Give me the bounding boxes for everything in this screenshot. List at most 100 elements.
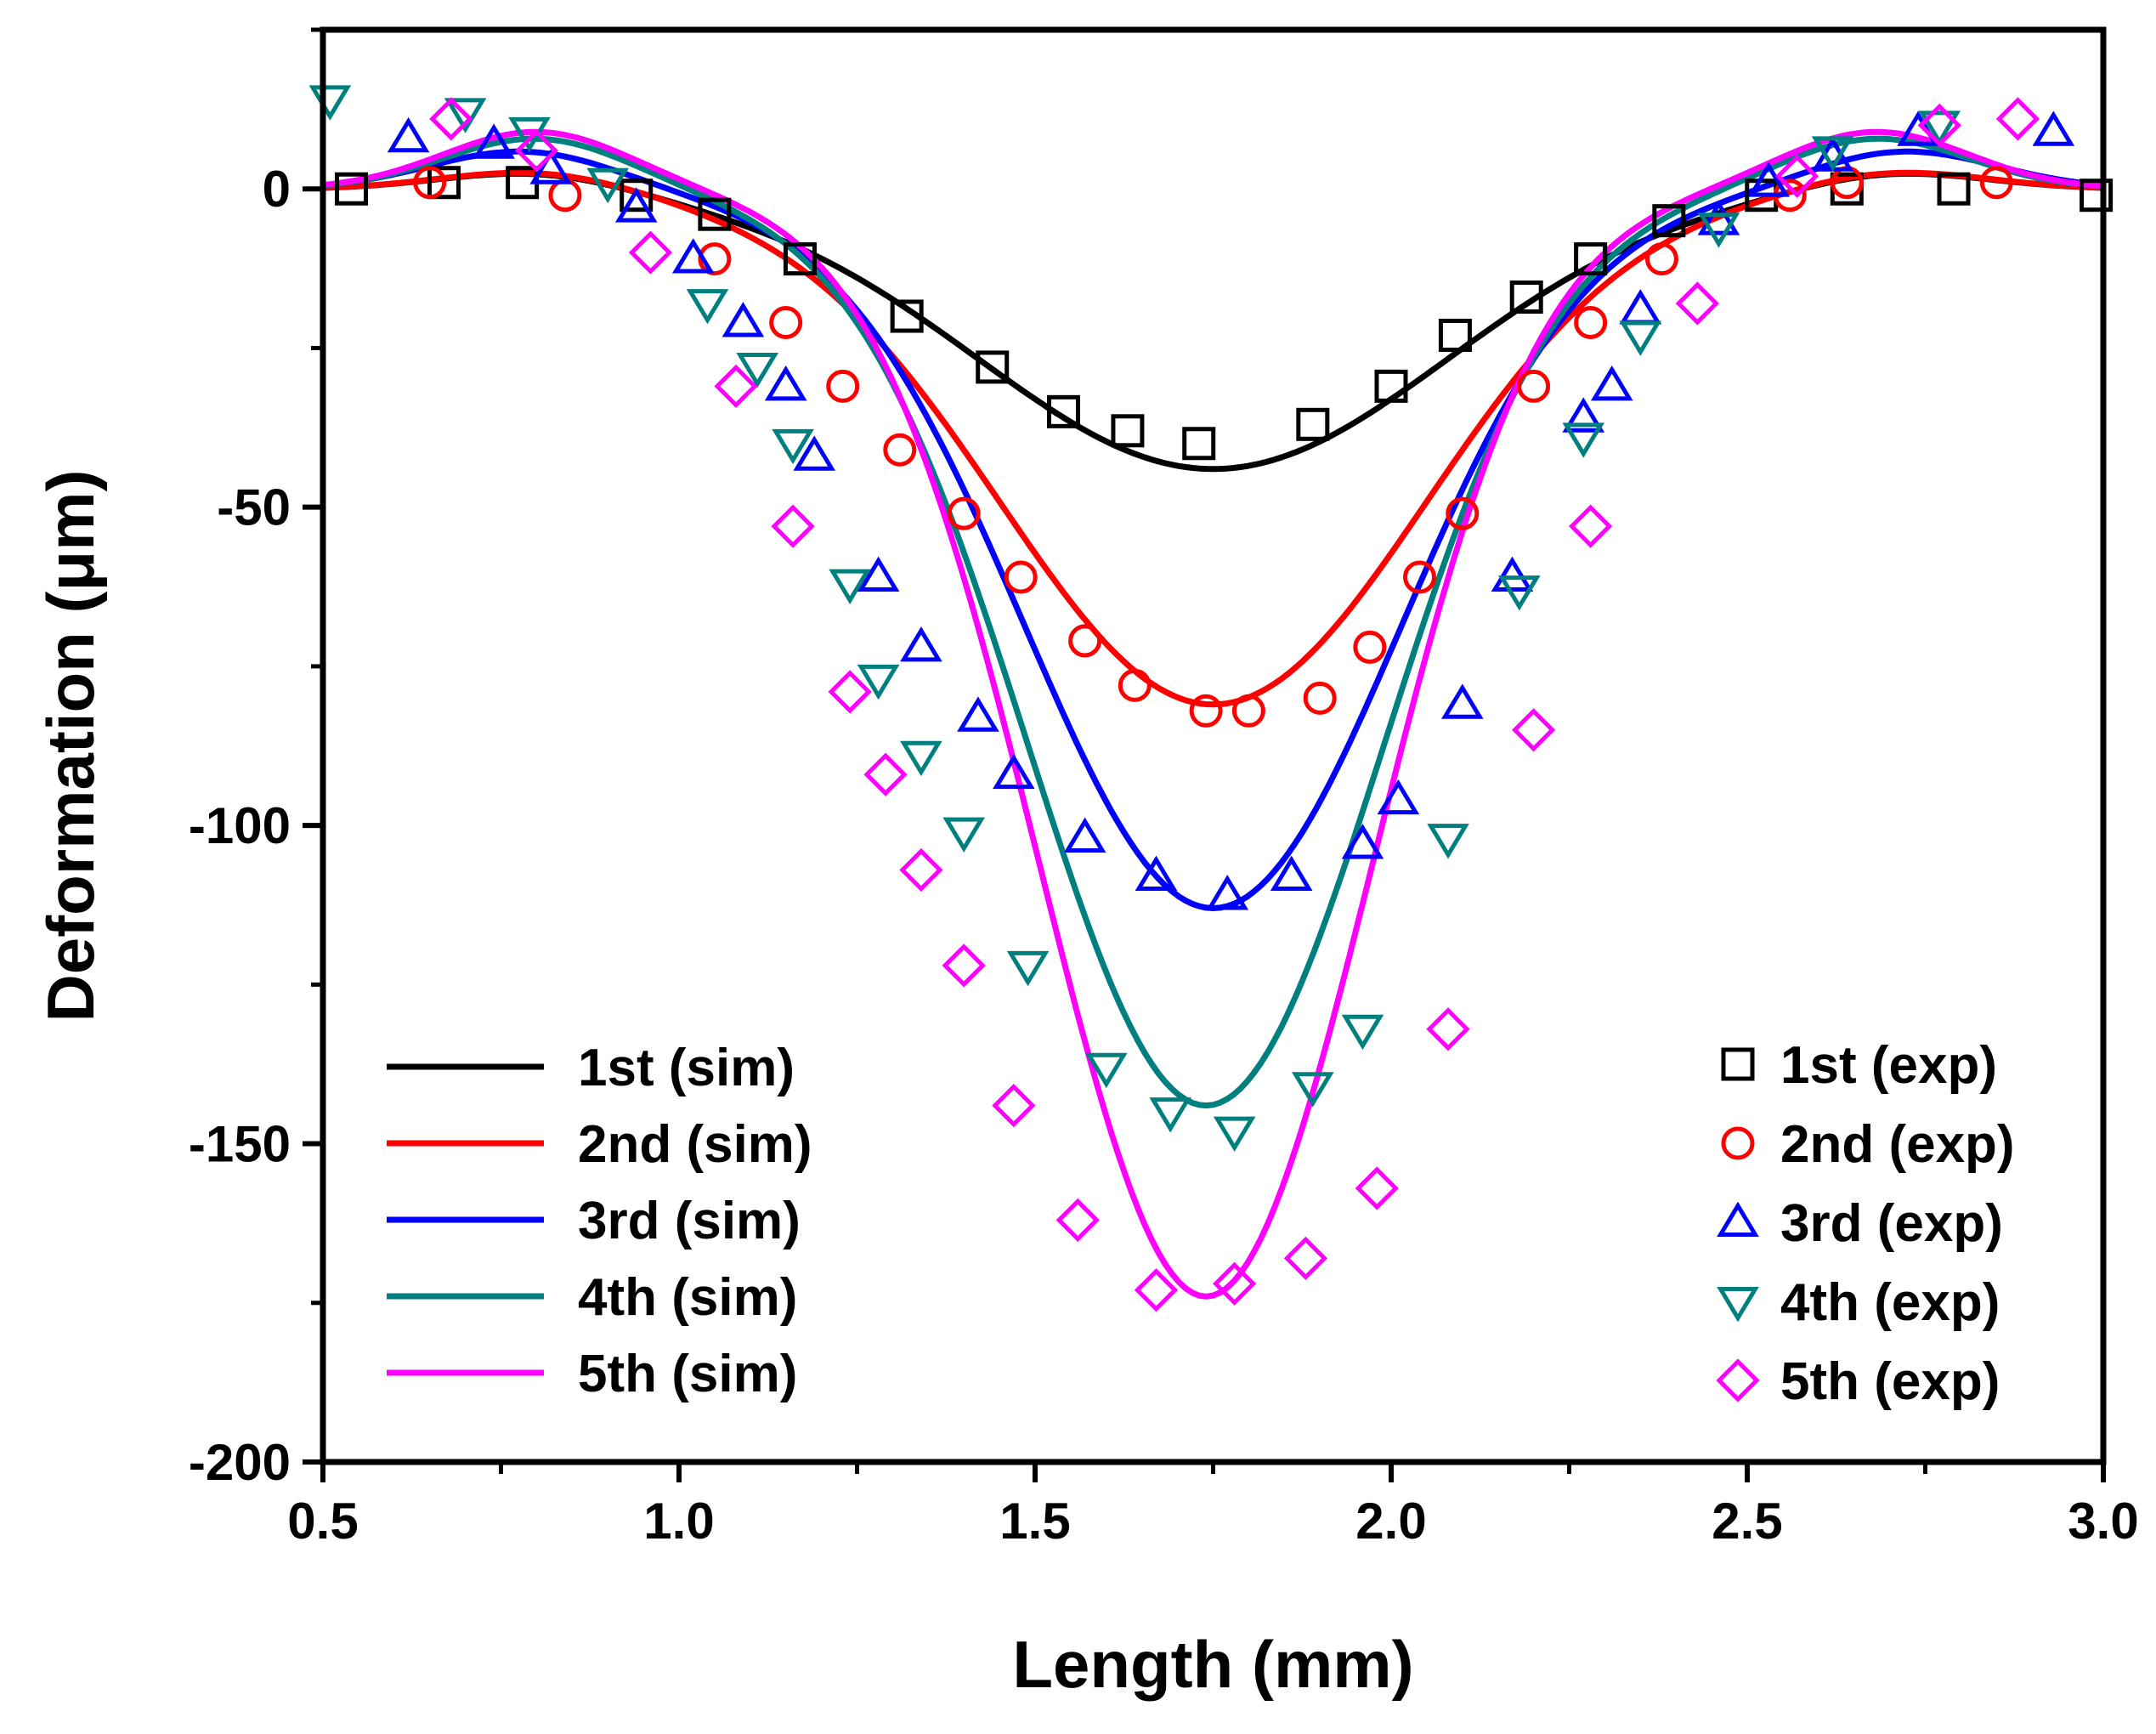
exp-point-2: [1004, 560, 1038, 594]
exp-point-1: [976, 350, 1010, 384]
exp-point-2: [1403, 560, 1437, 594]
exp-point-1: [335, 172, 369, 206]
y-tick-labels: 0 -50 -100 -150 -200: [189, 161, 291, 1491]
exp-point-2: [1446, 496, 1480, 530]
exp-point-4: [1562, 422, 1605, 458]
exp-point-2: [1517, 369, 1551, 403]
exp-point-5: [771, 504, 815, 548]
exp-point-5: [942, 944, 986, 988]
exp-point-1: [890, 299, 924, 333]
exp-point-1: [427, 166, 461, 200]
exp-point-3: [1341, 824, 1384, 859]
exp-point-5: [628, 230, 673, 275]
legend-exp-label: 1st (exp): [1780, 1036, 1997, 1095]
exp-point-4: [942, 817, 986, 853]
exp-point-4: [1006, 950, 1050, 987]
exp-point-2: [826, 369, 860, 403]
sim-curve-3: [322, 148, 2104, 911]
legend-sim-label: 5th (sim): [578, 1345, 797, 1403]
exp-point-3: [671, 238, 715, 274]
exp-point-5: [1511, 708, 1556, 752]
exp-point-5: [429, 97, 473, 141]
exp-point-4: [736, 352, 778, 388]
exp-point-3: [1135, 855, 1178, 891]
exp-point-4: [1427, 824, 1469, 859]
axis-ticks: [303, 27, 2106, 1482]
exp-point-5: [992, 1083, 1036, 1128]
x-tick-label: 2.0: [1355, 1493, 1426, 1550]
exp-point-1: [1652, 204, 1686, 238]
exp-point-4: [1292, 1072, 1334, 1108]
exp-point-4: [586, 167, 630, 204]
exp-point-3: [473, 123, 515, 159]
exp-point-4: [857, 664, 900, 700]
exp-point-5: [1283, 1236, 1328, 1280]
exp-point-1: [1296, 407, 1330, 441]
exp-point-1: [1374, 369, 1408, 403]
exp-point-3: [529, 149, 572, 184]
exp-point-5: [1426, 1007, 1470, 1051]
exp-point-3: [1491, 556, 1534, 592]
exp-point-5: [1055, 1198, 1100, 1243]
exp-point-4: [686, 289, 729, 325]
exp-point-5: [899, 847, 943, 892]
y-tick-label: -200: [189, 1434, 291, 1491]
legend-sim-label: 1st (sim): [578, 1039, 795, 1097]
exp-point-2: [1574, 305, 1608, 339]
x-tick-label: 2.5: [1712, 1493, 1782, 1550]
legend-exp-label: 2nd (exp): [1780, 1115, 2015, 1174]
exp-point-3: [1206, 875, 1249, 910]
exp-point-1: [1438, 318, 1472, 352]
exp-point-3: [1063, 817, 1106, 853]
exp-point-5: [514, 128, 559, 173]
exp-point-4: [1149, 1097, 1192, 1133]
exp-point-4: [1341, 1014, 1384, 1051]
exp-point-3: [1377, 779, 1420, 815]
legend-exp-marker: [1717, 1287, 1759, 1323]
x-tick-labels: 0.5 1.0 1.5 2.0 2.5 3.0: [287, 1493, 2138, 1550]
exp-point-5: [1569, 504, 1613, 548]
exp-point-4: [1084, 1052, 1128, 1089]
exp-point-5: [863, 752, 908, 796]
exp-point-5: [714, 364, 758, 409]
exp-point-1: [1111, 414, 1145, 448]
exp-point-4: [900, 740, 942, 777]
exp-point-2: [548, 178, 582, 212]
legend-exp-marker: [1716, 1358, 1760, 1402]
exp-point-3: [1619, 289, 1662, 325]
x-tick-label: 3.0: [2068, 1493, 2138, 1550]
exp-point-3: [614, 187, 658, 223]
x-axis-title: Length (mm): [1012, 1627, 1413, 1702]
exp-point-3: [387, 116, 430, 153]
legend-exp-label: 5th (exp): [1780, 1352, 2000, 1411]
exp-point-4: [772, 428, 814, 465]
legend-exp-marker: [1721, 1126, 1755, 1160]
legend-simulated: 1st (sim) 2nd (sim) 3rd (sim) 4th (sim) 5th …: [387, 1039, 812, 1403]
exp-point-1: [783, 242, 817, 276]
exp-point-2: [1189, 694, 1223, 728]
exp-point-1: [620, 178, 654, 212]
exp-point-2: [1353, 630, 1387, 664]
y-tick-label: -50: [217, 479, 291, 536]
legend-exp-marker: [1721, 1047, 1755, 1081]
sim-curve-4: [322, 135, 2104, 1109]
exp-point-4: [1213, 1116, 1256, 1152]
exp-point-1: [1574, 242, 1608, 276]
legend-exp-label: 4th (exp): [1780, 1273, 2000, 1332]
exp-point-3: [1697, 200, 1740, 235]
exp-point-5: [1675, 281, 1719, 326]
exp-point-3: [793, 435, 836, 471]
exp-point-4: [308, 85, 352, 121]
x-tick-label: 0.5: [287, 1493, 358, 1550]
legend-exp-marker: [1717, 1201, 1759, 1237]
exp-point-1: [1509, 280, 1543, 314]
exp-point-3: [1440, 683, 1484, 719]
exp-point-4: [1697, 212, 1740, 248]
y-tick-label: -100: [189, 797, 291, 854]
exp-point-5: [828, 670, 872, 714]
exp-point-5: [1355, 1166, 1399, 1210]
exp-point-5: [1775, 154, 1819, 198]
exp-point-3: [1590, 365, 1633, 401]
